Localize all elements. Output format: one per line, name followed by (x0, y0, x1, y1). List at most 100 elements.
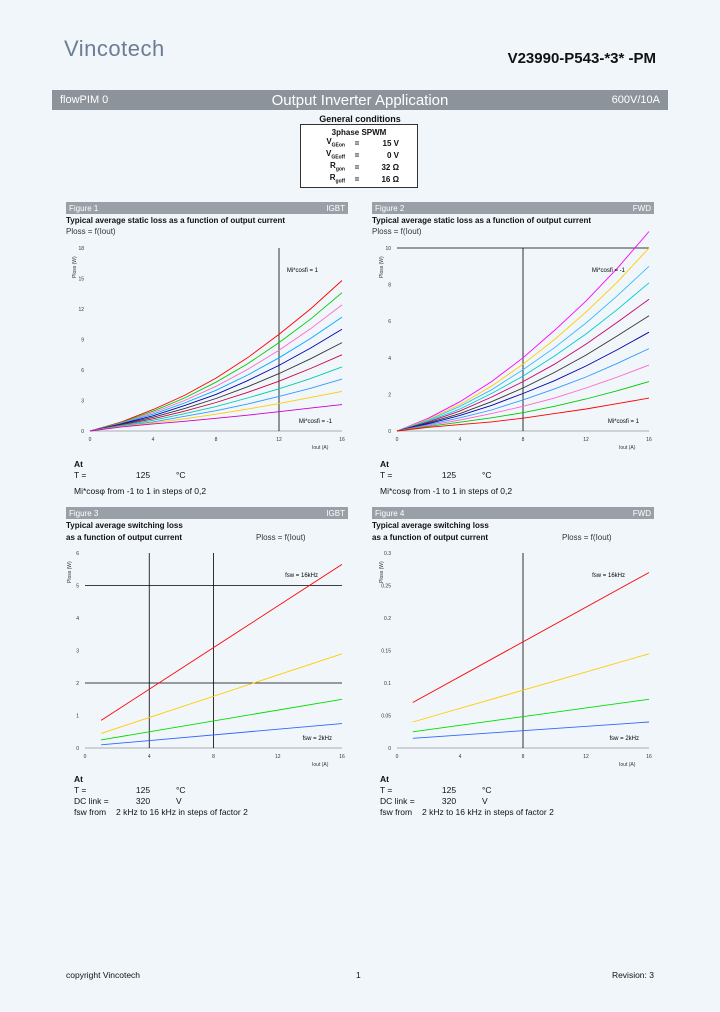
conditions-title: At (380, 774, 389, 784)
y-tick-label: 9 (81, 338, 84, 344)
conditions-note: Mi*cosφ from -1 to 1 in steps of 0,2 (380, 486, 513, 496)
title-right: 600V/10A (611, 94, 660, 106)
condition-value: 2 kHz to 16 kHz in steps of factor 2 (116, 807, 248, 817)
condition-unit: °C (176, 785, 186, 795)
footer-revision: Revision: 3 (611, 970, 654, 980)
x-tick-label: 16 (646, 754, 652, 760)
figure-tag: IGBT (326, 508, 345, 518)
series-line (396, 282, 650, 432)
condition-unit: V (176, 796, 182, 806)
gc-param-name: R (329, 173, 336, 183)
condition-row: T = 125 °C (74, 470, 206, 481)
conditions-title: At (74, 459, 83, 469)
x-tick-label: 16 (339, 754, 345, 760)
condition-param: fsw from (74, 807, 107, 817)
figure-formula: Ploss = f(Iout) (66, 227, 116, 236)
y-axis-label: Ploss (W) (72, 256, 78, 278)
x-axis-label: Iout (A) (619, 762, 636, 768)
condition-row: T = 125 °C (380, 785, 554, 796)
logo-text: Vincotech (64, 36, 165, 61)
gc-eq: = (354, 138, 360, 148)
series-line (412, 653, 650, 723)
series-line (396, 231, 650, 432)
x-tick-label: 12 (276, 437, 282, 443)
figure-tag: IGBT (326, 203, 345, 213)
x-tick-label: 4 (459, 437, 462, 443)
gc-param: VGEoff (301, 149, 345, 161)
series-line (396, 247, 650, 432)
series-line (396, 381, 650, 432)
y-tick-label: 6 (388, 319, 391, 325)
figure-label: Figure 2 (375, 203, 405, 213)
x-tick-label: 16 (339, 437, 345, 443)
y-tick-label: 0.1 (384, 681, 391, 687)
series-line (412, 721, 650, 739)
series-line (101, 723, 343, 746)
condition-value: 125 (441, 470, 457, 480)
gc-row: Rgoff = 16 Ω (301, 173, 417, 185)
figure-label: Figure 3 (69, 508, 99, 518)
figure-tag: FWD (632, 203, 651, 213)
gc-eq: = (354, 150, 360, 160)
x-tick-label: 12 (275, 754, 281, 760)
condition-param: T = (380, 785, 393, 795)
series-line (89, 390, 343, 432)
figure-header: Figure 4 FWD (372, 507, 654, 519)
conditions-title: At (74, 774, 83, 784)
y-tick-label: 5 (76, 584, 79, 590)
series-line (89, 328, 343, 432)
x-tick-label: 8 (212, 754, 215, 760)
condition-param: T = (380, 470, 393, 480)
annotation-top: fsw = 16kHz (285, 573, 318, 579)
x-tick-label: 0 (396, 754, 399, 760)
x-tick-label: 8 (522, 437, 525, 443)
x-tick-label: 8 (215, 437, 218, 443)
y-axis-label: Ploss (W) (379, 256, 385, 278)
x-tick-label: 4 (152, 437, 155, 443)
condition-value: 125 (441, 785, 457, 795)
figure-formula: Ploss = f(Iout) (372, 227, 422, 236)
y-axis-label: Ploss (W) (67, 561, 73, 583)
figure-label: Figure 4 (375, 508, 405, 518)
gc-param-name: V (326, 149, 332, 159)
figure-subtitle-2: as a function of output current (66, 533, 182, 542)
figure-header: Figure 3 IGBT (66, 507, 348, 519)
annotation-top: fsw = 16kHz (592, 573, 625, 579)
series-line (396, 265, 650, 432)
series-line (101, 698, 343, 741)
gc-param-name: R (330, 161, 336, 171)
annotation-bottom: fsw = 2kHz (609, 736, 639, 742)
figure-conditions: At T = 125 °C Mi*cosφ from -1 to 1 in steps … (74, 459, 206, 497)
condition-row: DC link = 320 V (380, 796, 554, 807)
condition-row: fsw from 2 kHz to 16 kHz in steps of fact… (380, 807, 554, 818)
x-axis-label: Iout (A) (312, 762, 329, 768)
y-tick-label: 3 (81, 399, 84, 405)
x-axis-label: Iout (A) (312, 445, 329, 451)
series-line (396, 348, 650, 432)
conditions-title: At (380, 459, 389, 469)
gc-value: 15 V (382, 138, 399, 148)
condition-param: T = (74, 470, 87, 480)
y-tick-label: 8 (388, 283, 391, 289)
title-left: flowPIM 0 (60, 94, 109, 106)
y-tick-label: 0.2 (384, 616, 391, 622)
series-line (396, 331, 650, 432)
series-line (412, 572, 650, 703)
footer-copyright: copyright Vincotech (66, 970, 141, 980)
y-tick-label: 15 (78, 277, 84, 283)
y-tick-label: 0 (388, 746, 391, 752)
series-line (396, 298, 650, 432)
gc-row: Rgon = 32 Ω (301, 161, 417, 173)
title-bar: flowPIM 0 Output Inverter Application 60… (52, 90, 668, 110)
figure-subtitle: Typical average switching loss (372, 521, 489, 530)
annotation-bottom: Mi*cosfi = -1 (299, 419, 333, 425)
series-line (89, 354, 343, 432)
gc-eq: = (354, 162, 360, 172)
gc-param: VGEon (301, 137, 345, 149)
condition-value: 320 (135, 796, 151, 806)
y-tick-label: 0 (388, 429, 391, 435)
x-tick-label: 4 (459, 754, 462, 760)
y-tick-label: 6 (76, 551, 79, 557)
y-tick-label: 4 (388, 356, 391, 362)
